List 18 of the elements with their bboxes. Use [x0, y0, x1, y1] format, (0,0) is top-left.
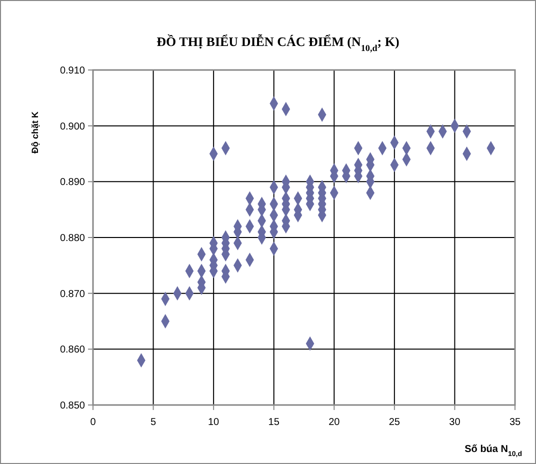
x-tick-label: 35 [509, 417, 521, 428]
x-tick-label: 15 [268, 417, 280, 428]
x-tick-label: 0 [90, 417, 96, 428]
x-tick-label: 5 [150, 417, 157, 428]
x-tick-label: 10 [208, 417, 220, 428]
x-tick-label: 25 [388, 417, 400, 428]
y-tick-label: 0.850 [60, 400, 86, 412]
x-tick-label: 30 [449, 417, 461, 428]
y-tick-label: 0.870 [60, 288, 86, 300]
x-axis-title: Số búa N$_{10,d}$ [464, 444, 522, 458]
y-tick-label: 0.890 [60, 177, 86, 188]
y-tick-label: 0.900 [60, 121, 86, 132]
y-axis-title: Độ chặt K [30, 111, 40, 154]
chart-title: ĐỒ THỊ BIỂU DIỄN CÁC ĐIỂM (N$_{10,d}$; K) [156, 34, 400, 53]
y-tick-label: 0.860 [60, 344, 86, 356]
x-tick-label: 20 [328, 417, 340, 428]
y-tick-label: 0.880 [60, 233, 86, 244]
y-tick-label: 0.910 [60, 66, 86, 76]
